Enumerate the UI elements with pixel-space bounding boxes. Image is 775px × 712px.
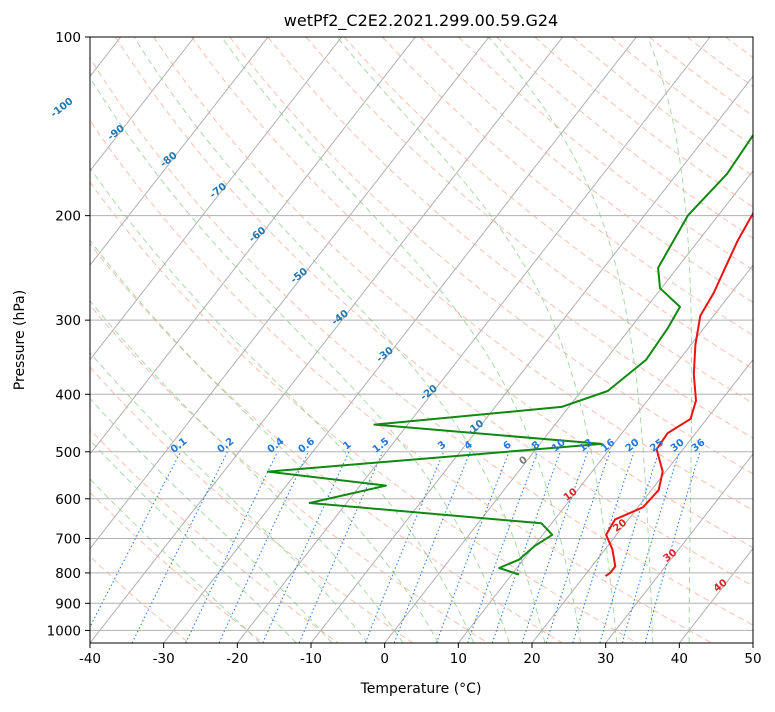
isotherm bbox=[0, 37, 415, 643]
x-tick-label: 40 bbox=[671, 651, 688, 667]
moist-adiabat bbox=[0, 37, 296, 643]
isotherm bbox=[385, 37, 775, 643]
isotherm-label: -40 bbox=[330, 308, 351, 328]
mixing-ratio-line bbox=[622, 452, 679, 643]
dry-adiabat bbox=[764, 37, 775, 643]
isotherm-label: -50 bbox=[289, 266, 310, 286]
y-tick-label: 500 bbox=[55, 445, 81, 461]
moist-adiabat bbox=[0, 37, 438, 643]
y-tick-label: 100 bbox=[55, 30, 81, 46]
isotherm-label: 40 bbox=[712, 577, 730, 594]
dry-adiabat bbox=[535, 37, 775, 643]
y-axis-label: Pressure (hPa) bbox=[12, 290, 28, 390]
x-tick-label: 0 bbox=[380, 651, 389, 667]
moist-adiabat bbox=[134, 37, 545, 643]
isotherm-label: 0 bbox=[517, 455, 529, 468]
isotherm-label: -100 bbox=[49, 96, 76, 120]
x-axis-label: Temperature (°C) bbox=[360, 681, 482, 697]
dry-adiabat bbox=[0, 37, 413, 643]
moist-adiabat bbox=[0, 37, 403, 643]
x-tick-label: -30 bbox=[153, 651, 175, 667]
moist-adiabat bbox=[0, 37, 368, 643]
y-tick-label: 700 bbox=[55, 532, 81, 548]
x-tick-label: 10 bbox=[450, 651, 467, 667]
mixing-ratio-line bbox=[573, 452, 634, 643]
isotherm bbox=[164, 37, 637, 643]
y-tick-label: 1000 bbox=[47, 623, 81, 639]
isotherm-label: -30 bbox=[375, 345, 396, 365]
dry-adiabat bbox=[459, 37, 775, 643]
isotherm-label: 10 bbox=[562, 486, 580, 503]
isotherm-label: -80 bbox=[158, 150, 179, 170]
dry-adiabat bbox=[382, 37, 775, 643]
mixing-ratio-line bbox=[600, 452, 659, 643]
isotherm bbox=[16, 37, 489, 643]
mixing-ratio-label: 1.5 bbox=[371, 436, 392, 456]
moist-adiabat bbox=[0, 37, 332, 643]
dry-adiabat bbox=[0, 37, 488, 643]
y-tick-label: 200 bbox=[55, 209, 81, 225]
mixing-ratio-label: 4 bbox=[463, 439, 475, 452]
dry-adiabat bbox=[306, 37, 775, 643]
isotherm bbox=[0, 37, 268, 643]
mixing-ratio-line bbox=[82, 452, 181, 643]
mixing-ratio-line bbox=[365, 452, 443, 643]
x-tick-label: -20 bbox=[226, 651, 248, 667]
isotherm bbox=[90, 37, 563, 643]
y-tick-label: 600 bbox=[55, 492, 81, 508]
mixing-ratio-line bbox=[186, 452, 278, 643]
chart-title: wetPf2_C2E2.2021.299.00.59.G24 bbox=[284, 11, 558, 31]
dry-adiabat bbox=[192, 37, 775, 643]
x-tick-label: 20 bbox=[523, 651, 540, 667]
moist-adiabat bbox=[13, 37, 474, 643]
isotherm bbox=[311, 37, 775, 643]
isotherm bbox=[0, 37, 342, 643]
moist-adiabat bbox=[337, 37, 617, 643]
dry-adiabat bbox=[497, 37, 775, 643]
isotherm bbox=[458, 37, 775, 643]
mixing-ratio-label: 0.4 bbox=[266, 436, 287, 456]
isotherm-label: -10 bbox=[465, 418, 486, 438]
y-tick-label: 800 bbox=[55, 566, 81, 582]
isotherm bbox=[753, 37, 775, 643]
mixing-ratio-label: 3 bbox=[436, 439, 448, 452]
x-tick-label: 30 bbox=[597, 651, 614, 667]
dry-adiabat bbox=[1, 37, 637, 643]
x-tick-label: 50 bbox=[744, 651, 761, 667]
dry-adiabat bbox=[687, 37, 775, 643]
isotherm-label: -90 bbox=[106, 123, 127, 143]
mixing-ratio-line bbox=[645, 452, 700, 643]
y-tick-label: 900 bbox=[55, 596, 81, 612]
isotherm bbox=[237, 37, 710, 643]
x-tick-label: -40 bbox=[79, 651, 101, 667]
dry-adiabat bbox=[0, 37, 264, 643]
y-axis: 100 200 300 400 500 600 700 800 900 1000 bbox=[47, 30, 90, 639]
isotherm bbox=[0, 37, 194, 643]
dry-adiabat bbox=[154, 37, 775, 643]
x-tick-label: -10 bbox=[300, 651, 322, 667]
isotherm-label: 30 bbox=[662, 547, 680, 564]
isotherm-label: -20 bbox=[419, 383, 440, 403]
isotherm-label: -60 bbox=[247, 225, 268, 245]
mixing-ratio-label: 0.1 bbox=[169, 436, 190, 456]
x-axis: -40 -30 -20 -10 0 10 20 30 40 50 bbox=[79, 643, 762, 667]
dry-adiabat bbox=[39, 37, 712, 643]
mixing-ratio-label: 0.6 bbox=[296, 436, 317, 456]
mixing-ratio-line bbox=[468, 452, 538, 643]
moist-adiabat bbox=[489, 37, 653, 643]
y-tick-label: 300 bbox=[55, 313, 81, 329]
y-tick-label: 400 bbox=[55, 387, 81, 403]
mixing-ratio-line bbox=[436, 452, 509, 643]
